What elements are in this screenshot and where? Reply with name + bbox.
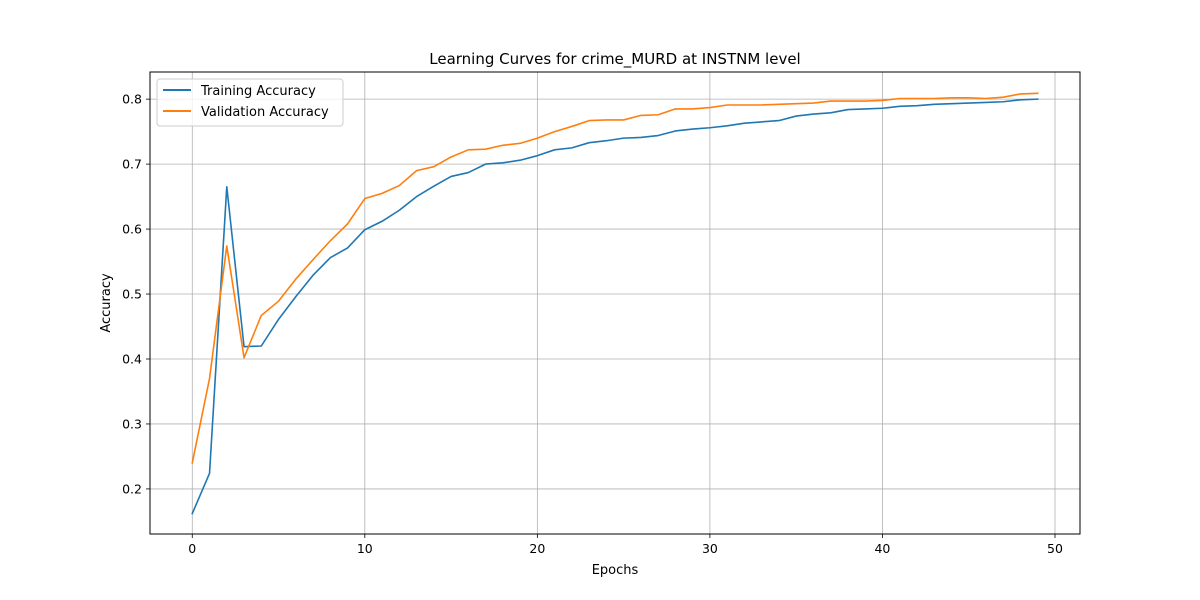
plot-frame — [149, 71, 1081, 535]
plot-series — [191, 92, 1039, 515]
y-tick-label: 0.4 — [122, 351, 142, 366]
y-tick-label: 0.3 — [122, 416, 142, 431]
y-tick-label: 0.6 — [122, 222, 142, 237]
x-tick-label: 40 — [874, 541, 890, 556]
legend-label-validation: Validation Accuracy — [201, 105, 329, 120]
series-line-training-accuracy — [191, 98, 1039, 515]
chart-title: Learning Curves for crime_MURD at INSTNM… — [429, 50, 800, 69]
x-tick-label: 10 — [357, 541, 373, 556]
x-tick-label: 20 — [529, 541, 545, 556]
legend-label-training: Training Accuracy — [200, 84, 316, 99]
x-tick-label: 0 — [188, 541, 196, 556]
gridlines — [150, 72, 1080, 534]
legend: Training Accuracy Validation Accuracy — [156, 78, 344, 127]
y-tick-label: 0.7 — [122, 157, 142, 172]
axis-ticks: 0 10 20 30 40 50 0.2 0.3 0.4 0.5 0.6 0.7 0.8 — [122, 92, 1063, 556]
legend-box — [156, 78, 344, 127]
x-tick-label: 30 — [702, 541, 718, 556]
y-tick-label: 0.2 — [122, 481, 142, 496]
y-tick-label: 0.5 — [122, 287, 142, 302]
y-tick-label: 0.8 — [122, 92, 142, 107]
y-axis-label: Accuracy — [99, 273, 114, 333]
x-tick-label: 50 — [1047, 541, 1063, 556]
series-line-validation-accuracy — [191, 92, 1039, 464]
x-axis-label: Epochs — [592, 563, 639, 578]
